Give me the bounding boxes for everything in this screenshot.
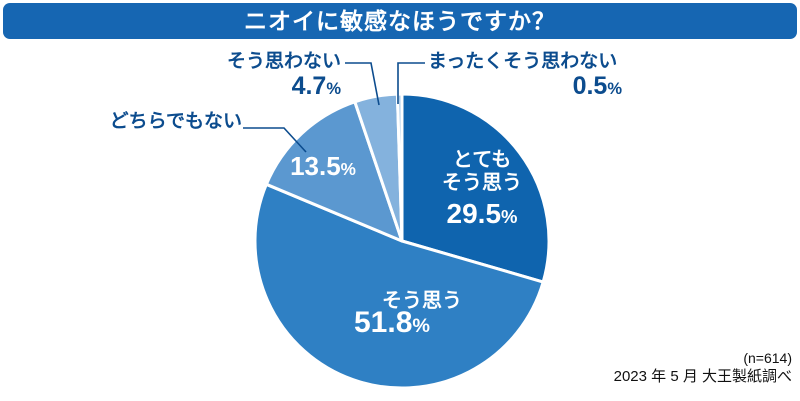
label-mattaku-value: 0.5% — [572, 72, 622, 100]
label-souomowanai-value: 4.7% — [291, 72, 341, 100]
label-mattaku: まったくそう思わない 0.5% — [428, 51, 622, 103]
percent-sign: % — [340, 159, 356, 179]
percent-sign: % — [412, 315, 430, 337]
callout-line-dochira — [243, 127, 307, 153]
title-banner: ニオイに敏感なほうですか？ — [3, 3, 797, 39]
label-dochira: どちらでもない — [110, 111, 242, 133]
percent-sign: % — [326, 80, 341, 98]
pie-slices-group — [253, 92, 551, 390]
pie-slice-1 — [253, 182, 545, 390]
footer-note: (n=614) 2023 年 5 月 大王製紙調べ — [614, 349, 792, 387]
callout-line-souomowanai — [345, 62, 380, 106]
percent-sign: % — [607, 80, 622, 98]
label-mattaku-text: まったくそう思わない — [428, 51, 618, 72]
label-totemo: とても そう思う 29.5% — [418, 149, 546, 232]
label-dochira-value: 13.5% — [290, 151, 356, 181]
label-souomowanai-text: そう思わない — [226, 51, 341, 72]
label-totemo-value: 29.5% — [446, 198, 518, 229]
label-dochira-text: どちらでもない — [109, 111, 242, 132]
label-souomou-value: 51.8% — [354, 306, 430, 339]
percent-sign: % — [501, 206, 518, 227]
chart-title: ニオイに敏感なほうですか？ — [244, 8, 556, 34]
label-souomowanai: そう思わない 4.7% — [227, 51, 341, 103]
pie-slice-0 — [400, 92, 551, 284]
source-credit: 2023 年 5 月 大王製紙調べ — [613, 368, 792, 385]
sample-size: (n=614) — [743, 350, 792, 366]
label-totemo-text: とても そう思う — [442, 149, 522, 194]
callout-line-mattaku — [397, 62, 425, 104]
pie-slice-2 — [264, 100, 404, 243]
label-souomou-text: そう思う — [382, 290, 462, 312]
